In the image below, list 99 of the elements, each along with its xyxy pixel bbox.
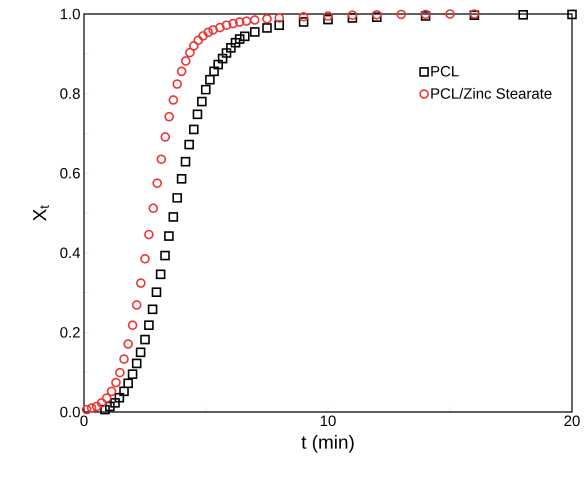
- x-tick-label: 0: [80, 416, 88, 426]
- legend-label: PCL: [431, 66, 459, 77]
- point: [518, 10, 528, 20]
- point: [160, 132, 170, 142]
- point: [567, 10, 577, 20]
- point: [198, 31, 208, 41]
- point: [208, 25, 218, 35]
- point: [160, 250, 170, 260]
- y-axis-title: X$_{t}$: [33, 205, 49, 221]
- point: [152, 287, 162, 298]
- point: [348, 10, 358, 20]
- point: [250, 15, 260, 25]
- point: [96, 398, 106, 408]
- point: [132, 358, 142, 368]
- point: [176, 66, 186, 76]
- point: [140, 334, 150, 344]
- point: [372, 10, 382, 20]
- point: [168, 212, 178, 222]
- point: [197, 96, 207, 106]
- point: [184, 140, 194, 150]
- point: [152, 178, 162, 188]
- point: [298, 12, 308, 22]
- point: [156, 269, 166, 280]
- point: [250, 27, 260, 37]
- point: [396, 10, 406, 20]
- point: [168, 95, 178, 105]
- point: [105, 402, 115, 412]
- point: [200, 84, 211, 94]
- point: [148, 203, 158, 214]
- point: [226, 43, 236, 53]
- point: [128, 369, 138, 379]
- point: [185, 48, 195, 58]
- y-tick-label: 0.4: [60, 248, 80, 258]
- point: [110, 398, 120, 408]
- point: [156, 154, 166, 164]
- point: [209, 66, 219, 76]
- point: [445, 9, 455, 19]
- point: [262, 23, 272, 33]
- point: [106, 386, 116, 396]
- x-tick-label: 10: [320, 416, 336, 426]
- point: [111, 378, 121, 388]
- point: [240, 31, 250, 42]
- point: [136, 278, 146, 288]
- point: [189, 41, 199, 51]
- y-tick-label: 0.2: [60, 327, 80, 338]
- y-tick-label: 0.8: [60, 88, 80, 99]
- point: [102, 393, 112, 403]
- point: [262, 14, 272, 24]
- point: [215, 22, 225, 32]
- point: [348, 13, 358, 23]
- text: 1.0: [60, 8, 80, 20]
- point: [193, 35, 203, 46]
- point: [192, 109, 202, 120]
- point: [203, 28, 213, 38]
- point: [82, 404, 92, 414]
- point: [189, 124, 199, 134]
- point: [86, 403, 96, 413]
- point: [323, 11, 333, 21]
- point: [234, 34, 244, 44]
- point: [140, 254, 150, 264]
- legend-label: PCL/Zinc Stearate: [431, 88, 552, 99]
- point: [234, 17, 244, 27]
- point: [205, 74, 215, 84]
- point: [123, 339, 133, 349]
- point: [176, 174, 186, 184]
- point: [123, 378, 133, 388]
- point: [144, 320, 154, 330]
- point: [119, 386, 129, 396]
- point: [119, 354, 129, 364]
- point: [180, 56, 191, 66]
- y-tick-label: 0.6: [60, 168, 80, 178]
- text: 0.0: [60, 406, 80, 418]
- point: [115, 368, 125, 378]
- point: [222, 48, 232, 58]
- point: [180, 156, 190, 166]
- point: [114, 392, 124, 402]
- point: [164, 112, 174, 122]
- point: [242, 16, 252, 26]
- point: [213, 60, 224, 70]
- point: [92, 402, 102, 412]
- point: [128, 320, 138, 330]
- point: [100, 404, 110, 414]
- point: [132, 300, 142, 310]
- point: [218, 54, 228, 64]
- point: [222, 20, 232, 30]
- point: [144, 230, 154, 240]
- point: [274, 20, 284, 30]
- point: [274, 13, 284, 23]
- point: [172, 193, 182, 203]
- point: [164, 231, 174, 241]
- point: [148, 304, 158, 314]
- point: [172, 79, 182, 89]
- point: [230, 38, 240, 48]
- point: [228, 18, 238, 28]
- x-tick-label: 20: [564, 416, 580, 426]
- x-axis-title: t (min): [301, 434, 354, 453]
- point: [323, 14, 333, 24]
- point: [298, 17, 308, 27]
- point: [136, 348, 146, 358]
